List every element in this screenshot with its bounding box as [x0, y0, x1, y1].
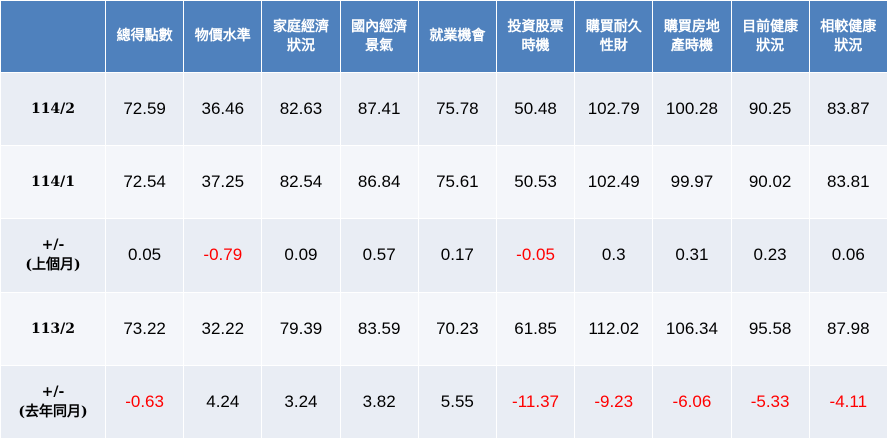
- value-cell: 70.23: [417, 291, 497, 366]
- header-cell: 家庭經濟狀況: [261, 0, 341, 73]
- header-cell: 物價水準: [183, 0, 263, 73]
- row-label-text: 114/2: [30, 101, 76, 118]
- row-label: +/- (去年同月): [0, 364, 106, 439]
- header-cell: 總得點數: [104, 0, 185, 73]
- value-cell: 0.3: [574, 218, 654, 293]
- value-cell: 0.57: [339, 218, 419, 293]
- value-cell: -5.33: [730, 364, 810, 439]
- row-label-text: (上個月): [25, 257, 81, 274]
- value-cell: 87.41: [339, 71, 419, 147]
- value-cell: 83.81: [808, 145, 887, 220]
- value-cell: 90.02: [730, 145, 810, 220]
- header-cell: 就業機會: [417, 0, 497, 73]
- header-text: 就業機會: [429, 28, 486, 44]
- value-cell: 72.59: [104, 71, 185, 147]
- row-label-text: +/-: [41, 383, 65, 400]
- value-cell: 87.98: [808, 291, 887, 366]
- row-label-text: (去年同月): [18, 403, 88, 420]
- table-row: 114/1 72.54 37.25 82.54 86.84 75.61 50.53 102.4…: [0, 145, 887, 220]
- value-cell: 50.48: [495, 71, 576, 147]
- header-text: 購買耐久性財: [585, 18, 642, 54]
- value-cell: 5.55: [417, 364, 497, 439]
- value-cell: -6.06: [652, 364, 732, 439]
- header-text: 購買房地產時機: [663, 18, 720, 54]
- header-cell: 國內經濟景氣: [339, 0, 419, 73]
- table-body: 114/2 72.59 36.46 82.63 87.41 75.78 50.48 102.7…: [0, 71, 887, 439]
- header-cell: 購買耐久性財: [574, 0, 654, 73]
- value-cell: 61.85: [495, 291, 576, 366]
- value-cell: 83.87: [808, 71, 887, 147]
- value-cell: 0.31: [652, 218, 732, 293]
- value-cell: 82.54: [261, 145, 341, 220]
- header-cell: 購買房地產時機: [652, 0, 732, 73]
- header-text: 相較健康狀況: [820, 18, 877, 54]
- value-cell: 83.59: [339, 291, 419, 366]
- header-cell: 目前健康狀況: [730, 0, 810, 73]
- row-label: 114/1: [0, 145, 106, 220]
- value-cell: -4.11: [808, 364, 887, 439]
- value-cell: 95.58: [730, 291, 810, 366]
- value-cell: 3.24: [261, 364, 341, 439]
- table-row: +/- (去年同月) -0.63 4.24 3.24 3.82 5.55 -11.37 -9.2…: [0, 364, 887, 439]
- value-cell: 32.22: [183, 291, 263, 366]
- header-text: 總得點數: [116, 28, 173, 44]
- value-cell: 36.46: [183, 71, 263, 147]
- value-cell: 0.23: [730, 218, 810, 293]
- row-label: 113/2: [0, 291, 106, 366]
- value-cell: 0.17: [417, 218, 497, 293]
- table-row: +/- (上個月) 0.05 -0.79 0.09 0.57 0.17 -0.05 0.3 0.3…: [0, 218, 887, 293]
- table-row: 114/2 72.59 36.46 82.63 87.41 75.78 50.48 102.7…: [0, 71, 887, 147]
- header-text: 國內經濟景氣: [351, 18, 408, 54]
- value-cell: 72.54: [104, 145, 185, 220]
- value-cell: 37.25: [183, 145, 263, 220]
- header-text: 目前健康狀況: [742, 18, 799, 54]
- value-cell: 73.22: [104, 291, 185, 366]
- table-row: 113/2 73.22 32.22 79.39 83.59 70.23 61.85 112.0…: [0, 291, 887, 366]
- value-cell: 86.84: [339, 145, 419, 220]
- header-text: 物價水準: [194, 28, 251, 44]
- value-cell: -0.05: [495, 218, 576, 293]
- value-cell: 100.28: [652, 71, 732, 147]
- row-label-text: +/-: [41, 237, 65, 254]
- header-cell: 相較健康狀況: [808, 0, 887, 73]
- header-text: 家庭經濟狀況: [272, 18, 329, 54]
- header-row: 總得點數 物價水準 家庭經濟狀況 國內經濟景氣 就業機會 投資股票時機 購買耐久性財 購買房地…: [0, 0, 887, 73]
- value-cell: -9.23: [574, 364, 654, 439]
- value-cell: 90.25: [730, 71, 810, 147]
- value-cell: 79.39: [261, 291, 341, 366]
- value-cell: 3.82: [339, 364, 419, 439]
- value-cell: -0.63: [104, 364, 185, 439]
- value-cell: 102.49: [574, 145, 654, 220]
- value-cell: 106.34: [652, 291, 732, 366]
- header-text: 投資股票時機: [507, 18, 564, 54]
- value-cell: 75.61: [417, 145, 497, 220]
- value-cell: -0.79: [183, 218, 263, 293]
- value-cell: 0.06: [808, 218, 887, 293]
- value-cell: 0.05: [104, 218, 185, 293]
- row-label-text: 113/2: [30, 320, 76, 337]
- value-cell: 75.78: [417, 71, 497, 147]
- value-cell: 0.09: [261, 218, 341, 293]
- row-label: +/- (上個月): [0, 218, 106, 293]
- value-cell: -11.37: [495, 364, 576, 439]
- header-cell: 投資股票時機: [495, 0, 576, 73]
- value-cell: 102.79: [574, 71, 654, 147]
- value-cell: 99.97: [652, 145, 732, 220]
- row-label-text: 114/1: [30, 174, 76, 191]
- corner-cell: [0, 0, 106, 73]
- row-label: 114/2: [0, 71, 106, 147]
- value-cell: 50.53: [495, 145, 576, 220]
- value-cell: 82.63: [261, 71, 341, 147]
- value-cell: 112.02: [574, 291, 654, 366]
- value-cell: 4.24: [183, 364, 263, 439]
